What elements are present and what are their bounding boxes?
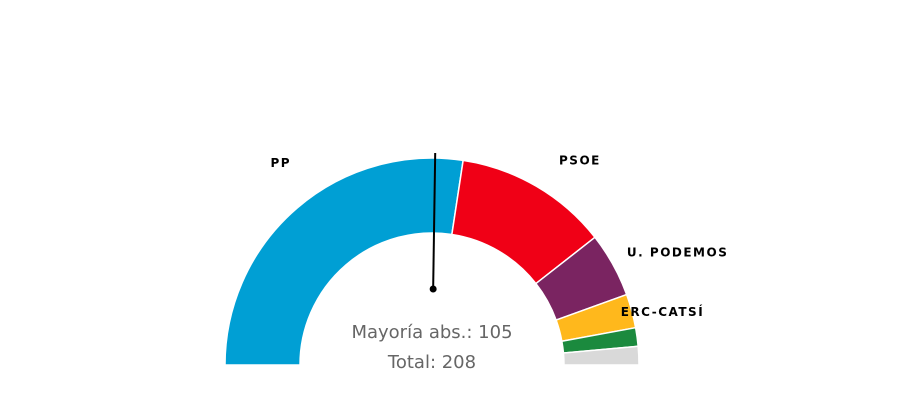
majority-marker-line (432, 153, 437, 290)
label-psoe: PSOE (559, 154, 601, 168)
majority-marker-dot (429, 285, 437, 293)
party-labels: PP PSOE U. PODEMOS ERC-CATSÍ (270, 154, 728, 319)
seat-arcs (224, 157, 640, 366)
majority-text: Mayoría abs.: 105 (351, 322, 512, 343)
label-pp: PP (270, 156, 291, 170)
label-u-podemos: U. PODEMOS (627, 246, 728, 260)
total-text: Total: 208 (387, 352, 476, 373)
arc-segment-6 (562, 345, 640, 366)
label-erc-catsi: ERC-CATSÍ (621, 304, 704, 319)
arc-pp (224, 157, 465, 366)
